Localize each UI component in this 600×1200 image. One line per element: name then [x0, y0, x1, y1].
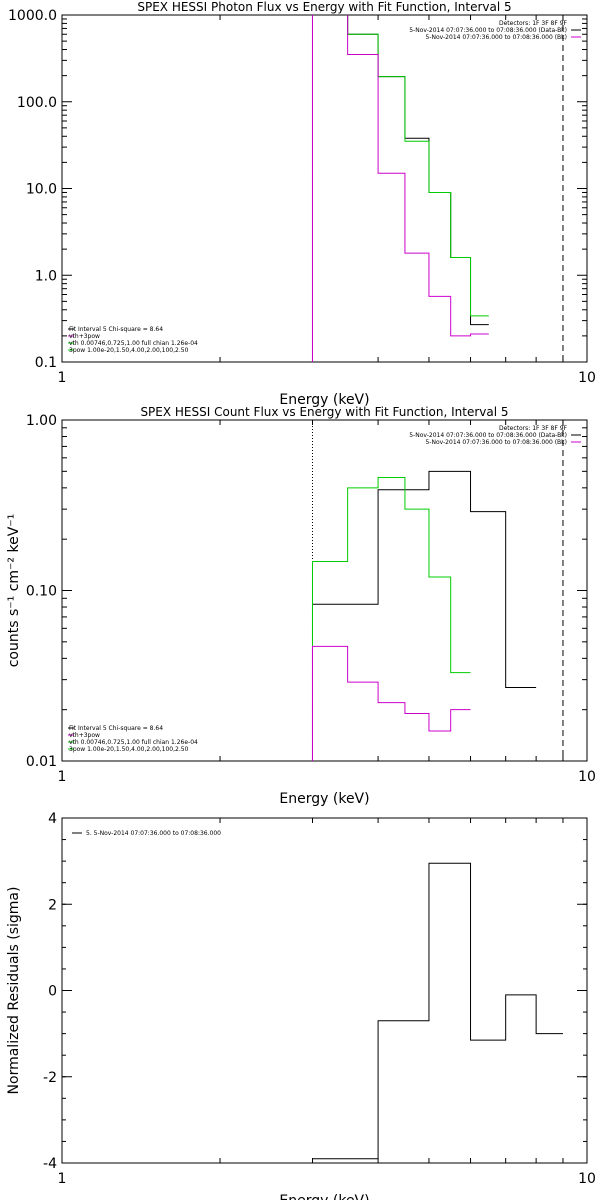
legend-entry: vth+3pow	[69, 732, 100, 739]
y-tick-label: 1.0	[35, 268, 57, 284]
x-axis-label: Energy (keV)	[279, 392, 369, 408]
legend-entry: Detectors: 1F 3F 8F 9F	[499, 20, 568, 27]
plot-frame	[61, 817, 588, 1164]
plot-frame	[61, 14, 588, 363]
legend-entry: 3pow 1.00e-20,1.50,4.00,2.00,100,2.50	[69, 347, 189, 354]
x-tick-label: 1	[58, 370, 67, 386]
chart-title: SPEX HESSI Photon Flux vs Energy with Fi…	[137, 0, 511, 14]
legend-entry: vth 0.00746,0.725,1.00 full chian 1.26e-…	[69, 739, 198, 746]
legend-entry: 5-Nov-2014 07:07:36.000 to 07:08:36.000 …	[409, 27, 567, 34]
y-tick-label: 100.0	[17, 95, 57, 111]
y-tick-label: -4	[43, 1156, 57, 1172]
y-tick-label: 1.00	[26, 413, 57, 429]
series-line-3	[311, 15, 489, 362]
x-axis-label: Energy (keV)	[279, 1193, 369, 1200]
chart-panel-1: SPEX HESSI Photon Flux vs Energy with Fi…	[8, 0, 596, 408]
series-line-2	[311, 477, 471, 761]
legend-entry: vth+3pow	[69, 333, 100, 340]
y-tick-label: 2	[48, 897, 57, 913]
x-axis-label: Energy (keV)	[279, 791, 369, 807]
chart-panel-2: SPEX HESSI Count Flux vs Energy with Fit…	[6, 405, 596, 807]
series-line-1	[311, 862, 563, 1163]
y-tick-label: 0.10	[26, 584, 57, 600]
legend-entry: vth 0.00746,0.725,1.00 full chian 1.26e-…	[69, 340, 198, 347]
series-line-3	[311, 645, 471, 761]
y-tick-label: 10.0	[26, 182, 57, 198]
legend-entry: 5-Nov-2014 07:07:36.000 to 07:08:36.000 …	[425, 439, 567, 446]
y-tick-label: 1000.0	[8, 8, 57, 24]
chart-title: SPEX HESSI Count Flux vs Energy with Fit…	[140, 405, 508, 419]
series-line-1	[311, 15, 489, 362]
y-tick-label: 0.1	[35, 355, 57, 371]
legend-entry: Fit Interval 5 Chi-square = 8.64	[69, 326, 163, 333]
legend-entry: Fit Interval 5 Chi-square = 8.64	[69, 725, 163, 732]
x-tick-label: 1	[58, 1171, 67, 1187]
y-tick-label: -2	[43, 1070, 57, 1086]
y-axis-label: counts s⁻¹ cm⁻² keV⁻¹	[6, 514, 22, 668]
x-tick-label: 10	[578, 370, 596, 386]
chart-panel-3: 1 10 -4 -2 0 2 4 Energy (keV) Normalized Residua…	[6, 811, 596, 1200]
legend-entry: 3pow 1.00e-20,1.50,4.00,2.00,100,2.50	[69, 746, 189, 753]
y-tick-label: 0	[48, 984, 57, 1000]
x-tick-label: 10	[578, 769, 596, 785]
legend-entry: 5-Nov-2014 07:07:36.000 to 07:08:36.000 …	[409, 432, 567, 439]
y-tick-label: 0.01	[26, 754, 57, 770]
plot-frame	[61, 419, 588, 762]
legend-entry: 5. 5-Nov-2014 07:07:36.000 to 07:08:36.0…	[86, 830, 221, 837]
x-tick-label: 1	[58, 769, 67, 785]
series-line-1	[311, 470, 537, 761]
x-tick-label: 10	[578, 1171, 596, 1187]
y-tick-label: 4	[48, 811, 57, 827]
y-axis-label: Normalized Residuals (sigma)	[6, 887, 22, 1095]
series-line-2	[311, 15, 489, 362]
legend-entry: Detectors: 1F 3F 8F 9F	[499, 425, 568, 432]
legend-entry: 5-Nov-2014 07:07:36.000 to 07:08:36.000 …	[425, 34, 567, 41]
